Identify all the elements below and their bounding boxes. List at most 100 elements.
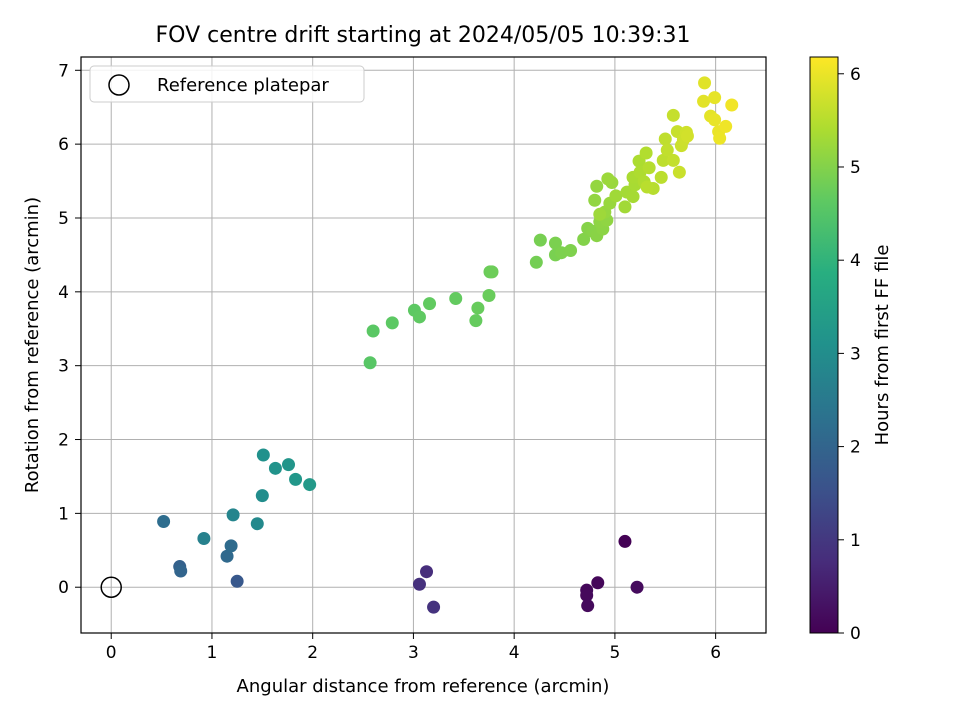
data-point <box>157 514 171 528</box>
y-tick-label: 0 <box>58 578 69 598</box>
data-point <box>268 461 282 475</box>
x-axis-label: Angular distance from reference (arcmin) <box>237 676 610 697</box>
data-point <box>230 574 244 588</box>
data-point <box>366 324 380 338</box>
x-tick-label: 5 <box>609 643 620 663</box>
colorbar-tick-label: 6 <box>850 65 861 85</box>
data-point <box>420 565 434 579</box>
chart-title: FOV centre drift starting at 2024/05/05 … <box>156 23 691 48</box>
y-tick-label: 4 <box>58 283 69 303</box>
data-point <box>533 233 547 247</box>
data-points <box>157 76 739 614</box>
data-point <box>719 119 733 133</box>
data-point <box>626 190 640 204</box>
y-tick-label: 2 <box>58 431 69 451</box>
colorbar-tick-label: 5 <box>850 158 861 178</box>
legend-marker-circle-icon <box>108 74 130 96</box>
x-axis-ticks: 0 1 2 3 4 5 6 <box>106 633 721 663</box>
data-point <box>548 236 562 250</box>
data-point <box>630 580 644 594</box>
legend-label: Reference platepar <box>157 75 329 96</box>
y-axis-ticks: 0 1 2 3 4 5 6 7 <box>58 61 81 598</box>
data-point <box>656 153 670 167</box>
colorbar-tick-label: 4 <box>850 251 861 271</box>
data-point <box>680 129 694 143</box>
data-point <box>708 113 722 127</box>
data-point <box>588 193 602 207</box>
colorbar-ticks: 0 1 2 3 4 5 6 <box>838 65 861 644</box>
data-point <box>564 243 578 257</box>
data-point <box>577 232 591 246</box>
colorbar <box>809 56 839 634</box>
data-point <box>220 549 234 563</box>
data-point <box>423 297 437 311</box>
data-point <box>469 314 483 328</box>
y-tick-label: 5 <box>58 209 69 229</box>
colorbar-label: Hours from first FF file <box>872 245 893 446</box>
colorbar-tick-label: 0 <box>850 624 861 644</box>
y-tick-label: 3 <box>58 357 69 377</box>
data-point <box>412 310 426 324</box>
data-point <box>197 531 211 545</box>
data-point <box>658 132 672 146</box>
reference-point <box>100 576 122 598</box>
grid-lines <box>81 57 766 633</box>
x-tick-label: 1 <box>207 643 218 663</box>
data-point <box>255 489 269 503</box>
x-tick-label: 6 <box>710 643 721 663</box>
data-point <box>174 564 188 578</box>
x-tick-label: 3 <box>408 643 419 663</box>
data-point <box>666 153 680 167</box>
y-tick-label: 1 <box>58 504 69 524</box>
data-point <box>698 76 712 90</box>
y-tick-label: 6 <box>58 135 69 155</box>
data-point <box>609 189 623 203</box>
legend: Reference platepar <box>89 65 365 103</box>
data-point <box>385 316 399 330</box>
colorbar-tick-label: 3 <box>850 344 861 364</box>
data-point <box>529 255 543 269</box>
data-point <box>725 98 739 112</box>
data-point <box>256 448 270 462</box>
data-point <box>427 600 441 614</box>
data-point <box>713 131 727 145</box>
data-point <box>581 599 595 613</box>
x-tick-label: 0 <box>106 643 117 663</box>
data-point <box>482 289 496 303</box>
data-point <box>449 291 463 305</box>
data-point <box>666 108 680 122</box>
data-point <box>593 207 607 221</box>
data-point <box>654 170 668 184</box>
reference-marker <box>100 576 122 598</box>
data-point <box>601 172 615 186</box>
x-tick-label: 4 <box>509 643 520 663</box>
x-tick-label: 2 <box>307 643 318 663</box>
data-point <box>485 265 499 279</box>
data-point <box>672 165 686 179</box>
colorbar-tick-label: 1 <box>850 531 861 551</box>
data-point <box>640 180 654 194</box>
data-point <box>591 576 605 590</box>
data-point <box>618 534 632 548</box>
data-point <box>226 508 240 522</box>
legend-box <box>89 65 365 103</box>
data-point <box>639 146 653 160</box>
data-point <box>250 517 264 531</box>
data-point <box>471 301 485 315</box>
colorbar-tick-label: 2 <box>850 438 861 458</box>
data-point <box>282 458 296 472</box>
data-point <box>412 577 426 591</box>
data-point <box>580 588 594 602</box>
data-point <box>642 161 656 175</box>
data-point <box>618 200 632 214</box>
data-point <box>224 539 238 553</box>
data-point <box>363 356 377 370</box>
plot-frame <box>80 56 767 634</box>
data-point <box>697 94 711 108</box>
y-axis-label: Rotation from reference (arcmin) <box>22 197 43 493</box>
data-point <box>590 179 604 193</box>
y-tick-label: 7 <box>58 61 69 81</box>
data-point <box>303 478 317 492</box>
